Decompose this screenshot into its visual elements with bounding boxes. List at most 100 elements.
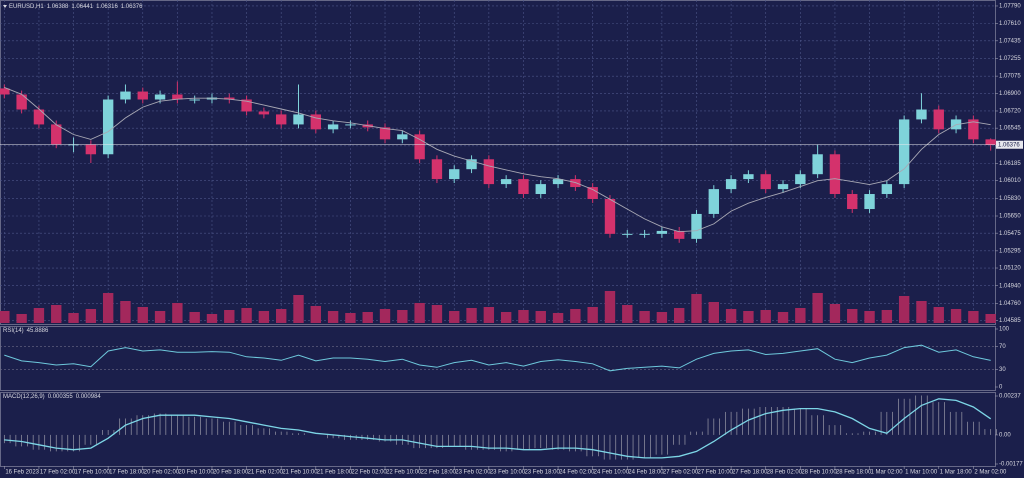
y-tick-label: 1.07075 bbox=[999, 74, 1021, 80]
candle-body bbox=[708, 189, 719, 214]
panel-title: RSI(14) bbox=[3, 328, 24, 334]
candle-body bbox=[639, 233, 650, 235]
x-tick-label: 22 Feb 02:00 bbox=[351, 470, 387, 476]
volume-bar bbox=[708, 302, 719, 323]
x-tick-label: 20 Feb 10:00 bbox=[178, 470, 214, 476]
volume-bar bbox=[691, 294, 702, 323]
x-tick-label: 20 Feb 02:00 bbox=[144, 470, 180, 476]
candle-body bbox=[0, 88, 10, 95]
candle-body bbox=[933, 109, 944, 130]
volume-bar bbox=[604, 291, 616, 323]
y-tick-label: 100 bbox=[999, 327, 1010, 333]
y-tick-label: 1.04760 bbox=[999, 301, 1021, 307]
y-tick-label: 1.07790 bbox=[999, 4, 1021, 10]
volume-bar bbox=[518, 310, 529, 323]
rsi-line bbox=[4, 344, 991, 372]
volume-bar bbox=[172, 303, 183, 323]
volume-bar bbox=[950, 309, 962, 323]
volume-bar bbox=[829, 304, 841, 323]
y-tick-label: 1.07255 bbox=[999, 56, 1021, 62]
x-tick-label: 1 Mar 10:00 bbox=[905, 470, 938, 476]
candle-body bbox=[552, 179, 564, 185]
candle-body bbox=[33, 109, 45, 125]
volume-bar bbox=[622, 305, 633, 323]
x-tick-label: 17 Feb 18:00 bbox=[109, 470, 145, 476]
last-price-label: 1.06376 bbox=[998, 142, 1020, 148]
candle-body bbox=[102, 99, 114, 155]
candle-body bbox=[154, 94, 166, 100]
x-tick-label: 21 Feb 02:00 bbox=[248, 470, 284, 476]
candle-body bbox=[172, 94, 183, 100]
panel-title: 1.06376 bbox=[121, 4, 143, 10]
volume-bar bbox=[154, 311, 166, 323]
y-tick-label: 1.05295 bbox=[999, 248, 1021, 254]
volume-bar bbox=[570, 309, 581, 323]
volume-bar bbox=[345, 313, 356, 323]
y-tick-label: 1.07435 bbox=[999, 38, 1021, 44]
volume-bar bbox=[293, 295, 304, 323]
candle-body bbox=[120, 91, 131, 100]
panel-title: EURUSD,H1 bbox=[9, 4, 44, 10]
candle-body bbox=[258, 111, 270, 115]
candle-body bbox=[397, 134, 408, 140]
volume-bar bbox=[725, 309, 737, 323]
candle-body bbox=[16, 94, 27, 110]
y-tick-label: 30 bbox=[999, 367, 1006, 373]
x-tick-label: 23 Feb 18:00 bbox=[524, 470, 560, 476]
x-tick-label: 2 Mar 02:00 bbox=[974, 470, 1007, 476]
volume-bar bbox=[777, 312, 789, 323]
volume-bar bbox=[33, 308, 45, 323]
candle-body bbox=[829, 154, 841, 195]
candle-body bbox=[656, 230, 668, 234]
y-tick-label: 0.00237 bbox=[999, 394, 1021, 400]
moving-average bbox=[4, 86, 991, 233]
candle-body bbox=[864, 194, 875, 210]
volume-bar bbox=[120, 301, 131, 323]
x-tick-label: 28 Feb 02:00 bbox=[767, 470, 803, 476]
x-tick-label: 23 Feb 02:00 bbox=[455, 470, 491, 476]
candle-body bbox=[483, 159, 495, 185]
candle-body bbox=[189, 99, 200, 101]
candle-body bbox=[500, 179, 512, 185]
x-tick-label: 22 Feb 10:00 bbox=[386, 470, 422, 476]
candle-body bbox=[276, 114, 287, 125]
candle-body bbox=[622, 233, 633, 235]
volume-bar bbox=[414, 303, 425, 323]
volume-bar bbox=[535, 311, 546, 323]
x-tick-label: 21 Feb 10:00 bbox=[282, 470, 318, 476]
volume-bar bbox=[639, 311, 650, 323]
x-tick-label: 17 Feb 10:00 bbox=[75, 470, 111, 476]
volume-bar bbox=[327, 311, 339, 323]
candle-body bbox=[535, 184, 546, 195]
volume-bar bbox=[483, 307, 495, 323]
candle-body bbox=[916, 109, 927, 120]
candle-body bbox=[85, 144, 97, 155]
x-tick-label: 1 Mar 02:00 bbox=[871, 470, 904, 476]
panel-title: 1.06316 bbox=[96, 4, 118, 10]
candle-body bbox=[431, 159, 443, 180]
x-tick-label: 1 Mar 18:00 bbox=[940, 470, 973, 476]
panel-frame bbox=[0, 326, 996, 391]
candle-body bbox=[691, 213, 702, 239]
volume-bar bbox=[587, 307, 598, 323]
candle-body bbox=[345, 124, 356, 126]
y-tick-label: 1.04940 bbox=[999, 283, 1021, 289]
candle-body bbox=[898, 119, 910, 185]
candle-body bbox=[812, 154, 823, 175]
volume-bar bbox=[449, 311, 460, 323]
x-tick-label: 28 Feb 10:00 bbox=[801, 470, 837, 476]
volume-bar bbox=[656, 312, 668, 323]
volume-bar bbox=[206, 314, 218, 323]
volume-bar bbox=[224, 310, 235, 323]
candle-body bbox=[777, 184, 789, 190]
candle-body bbox=[725, 179, 737, 190]
x-tick-label: 24 Feb 10:00 bbox=[594, 470, 630, 476]
volume-bar bbox=[847, 309, 858, 323]
candle-body bbox=[674, 230, 685, 239]
volume-bar bbox=[898, 296, 910, 323]
x-tick-label: 24 Feb 02:00 bbox=[559, 470, 595, 476]
x-tick-label: 16 Feb 2023 bbox=[5, 470, 39, 476]
volume-bar bbox=[0, 311, 10, 323]
volume-bar bbox=[743, 311, 754, 323]
